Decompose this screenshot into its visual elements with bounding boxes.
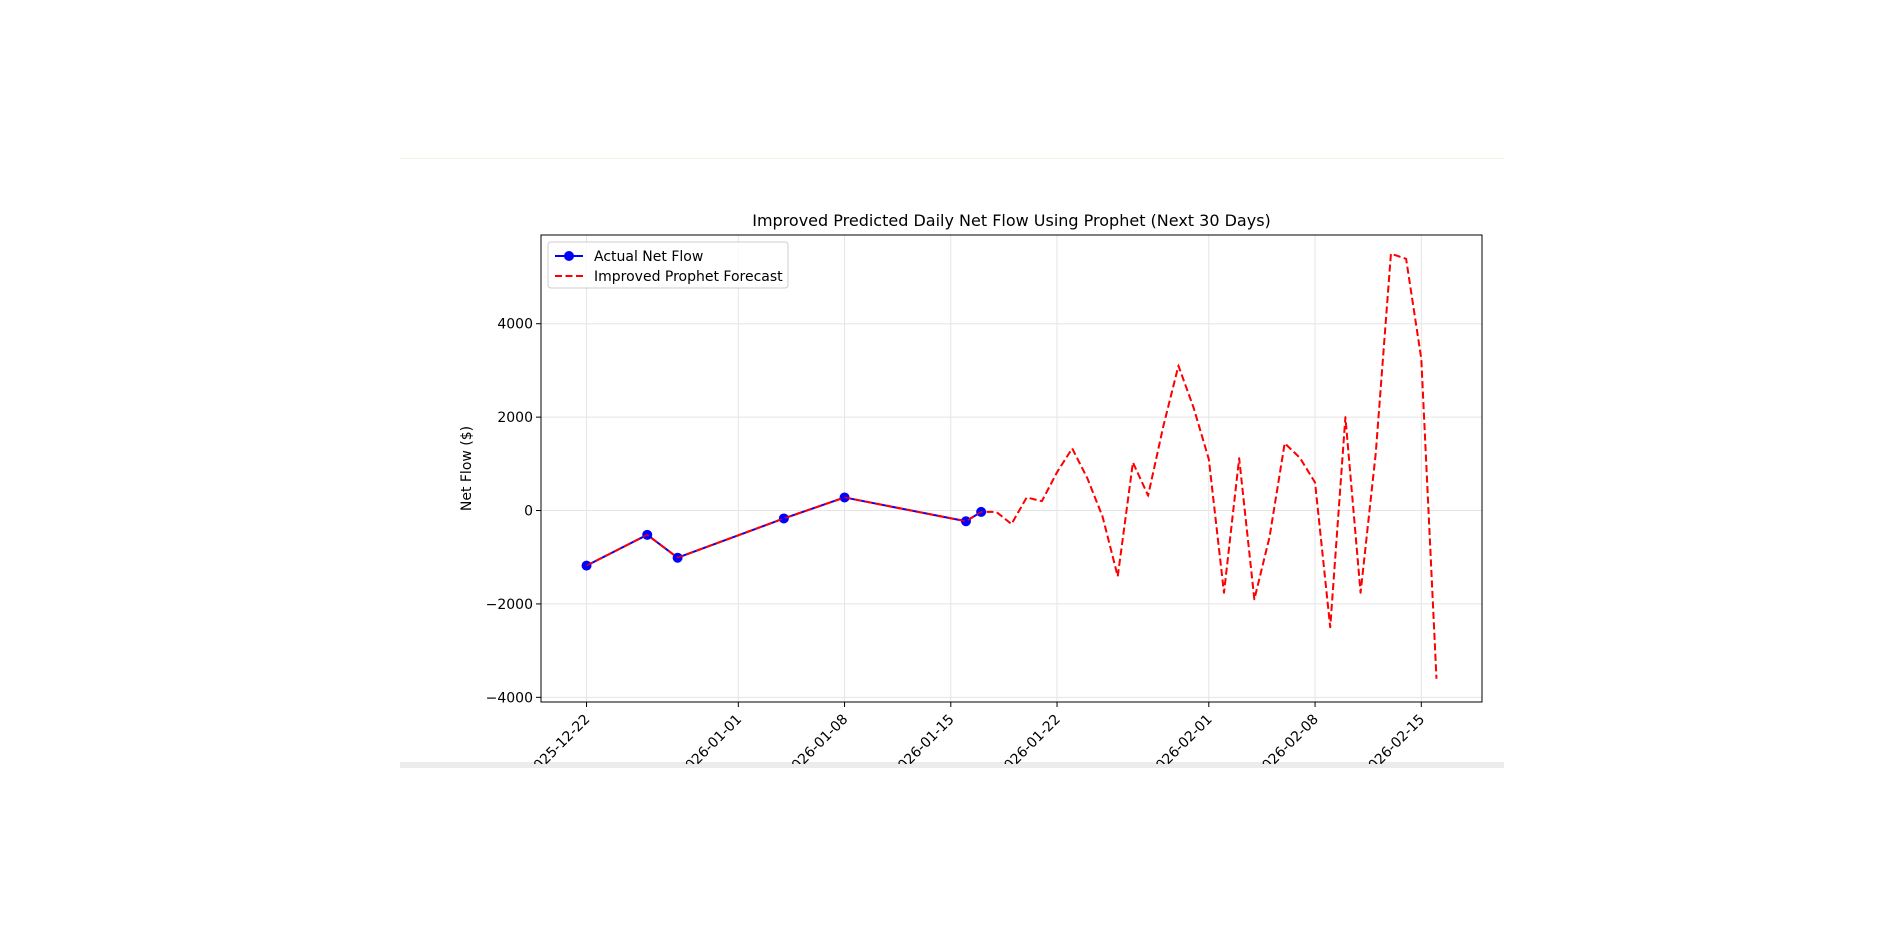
chart-title: Improved Predicted Daily Net Flow Using … — [752, 211, 1271, 230]
x-tick-label: 2026-01-08 — [783, 712, 852, 781]
actual-data-point — [960, 516, 971, 527]
series-lines — [586, 252, 1438, 679]
y-tick-label: 0 — [524, 504, 533, 520]
frame-bottom-scrollbar — [400, 762, 1504, 768]
legend: Actual Net Flow Improved Prophet Forecast — [547, 241, 789, 289]
x-axis: 2025-12-22 2026-01-01 2026-01-08 2026-01-15… — [525, 702, 1428, 781]
grid-lines — [541, 235, 1482, 702]
x-tick-label: 2026-02-08 — [1253, 712, 1322, 781]
y-axis-label: Net Flow ($) — [459, 426, 475, 511]
frame-top-border — [400, 158, 1504, 159]
y-tick-label: −4000 — [486, 690, 533, 706]
actual-data-point — [778, 513, 789, 524]
legend-label: Actual Net Flow — [594, 249, 703, 265]
x-tick-label: 2026-02-15 — [1359, 712, 1428, 781]
x-tick-label: 2025-12-22 — [525, 712, 594, 781]
y-axis: −4000 −2000 0 2000 4000 — [486, 317, 541, 706]
legend-label: Improved Prophet Forecast — [594, 269, 783, 285]
x-tick-label: 2026-01-15 — [889, 712, 958, 781]
y-tick-label: −2000 — [486, 597, 533, 613]
x-tick-label: 2026-01-22 — [995, 712, 1064, 781]
legend-marker — [564, 251, 574, 261]
legend-box — [547, 241, 789, 289]
forecast-line-overlay — [586, 252, 1438, 679]
forecast-line — [586, 252, 1438, 679]
series-markers — [581, 252, 1438, 679]
y-tick-label: 4000 — [497, 317, 533, 333]
plot-area-border — [540, 234, 1483, 703]
x-tick-label: 2026-02-01 — [1147, 712, 1216, 781]
y-tick-label: 2000 — [497, 410, 533, 426]
x-tick-label: 2026-01-01 — [676, 712, 745, 781]
